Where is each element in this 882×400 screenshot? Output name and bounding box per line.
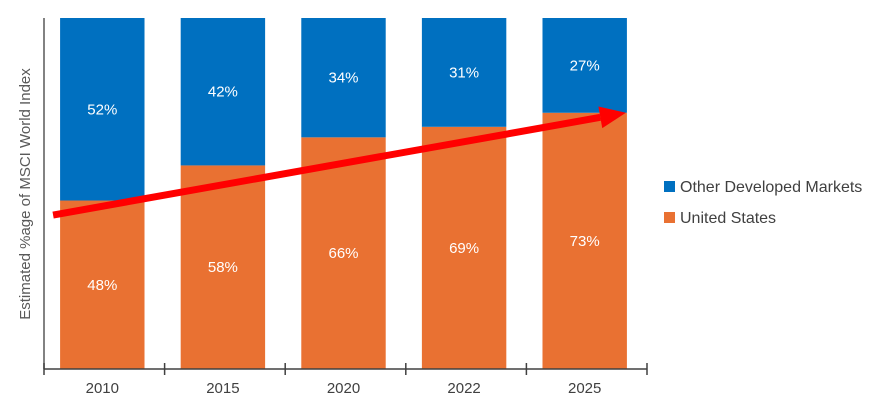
data-label-united-states-2015: 58%: [208, 259, 238, 276]
x-ticks-group: [43, 363, 648, 375]
bar-other-developed-markets-2010: [60, 18, 145, 201]
x-tick-label-2025: 2025: [568, 380, 601, 397]
trend-arrow-group: [52, 106, 626, 219]
data-label-other-developed-markets-2025: 27%: [570, 57, 600, 74]
x-tick-label-2015: 2015: [206, 380, 239, 397]
bar-united-states-2022: [421, 126, 507, 369]
y-axis-title: Estimated %age of MSCI World Index: [17, 68, 34, 320]
data-label-united-states-2025: 73%: [570, 233, 600, 250]
trend-arrow-shaft: [52, 113, 601, 219]
data-label-united-states-2020: 66%: [328, 245, 358, 262]
x-tick-label-2020: 2020: [327, 380, 360, 397]
legend-swatch-other-developed-markets: [664, 181, 675, 192]
y-axis-title-group: Estimated %age of MSCI World Index: [17, 68, 34, 320]
data-labels-group: 48% 52% 58% 42% 66% 34% 69% 31% 73% 27%: [87, 57, 599, 293]
bar-united-states-2015: [180, 165, 266, 369]
bar-other-developed-markets-2022: [421, 18, 507, 127]
bar-united-states-2025: [542, 112, 627, 370]
bar-other-developed-markets-2015: [180, 18, 266, 166]
data-label-other-developed-markets-2020: 34%: [328, 70, 358, 87]
data-label-united-states-2022: 69%: [449, 240, 479, 257]
bar-united-states-2020: [301, 137, 386, 369]
bar-other-developed-markets-2020: [301, 18, 386, 138]
trend-arrow-head: [598, 106, 626, 129]
bar-united-states-2010: [60, 200, 145, 369]
data-label-united-states-2010: 48%: [87, 277, 117, 294]
legend-label-united-states: United States: [680, 210, 776, 227]
legend: Other Developed Markets United States: [664, 179, 862, 227]
x-tick-labels-group: 2010 2015 2020 2022 2025: [86, 380, 602, 397]
x-tick-label-2022: 2022: [447, 380, 480, 397]
bar-other-developed-markets-2025: [542, 18, 627, 113]
legend-label-other-developed-markets: Other Developed Markets: [680, 179, 862, 196]
data-label-other-developed-markets-2010: 52%: [87, 101, 117, 118]
bars-group: [60, 18, 627, 370]
data-label-other-developed-markets-2022: 31%: [449, 64, 479, 81]
x-tick-label-2010: 2010: [86, 380, 119, 397]
legend-swatch-united-states: [664, 212, 675, 223]
data-label-other-developed-markets-2015: 42%: [208, 84, 238, 101]
